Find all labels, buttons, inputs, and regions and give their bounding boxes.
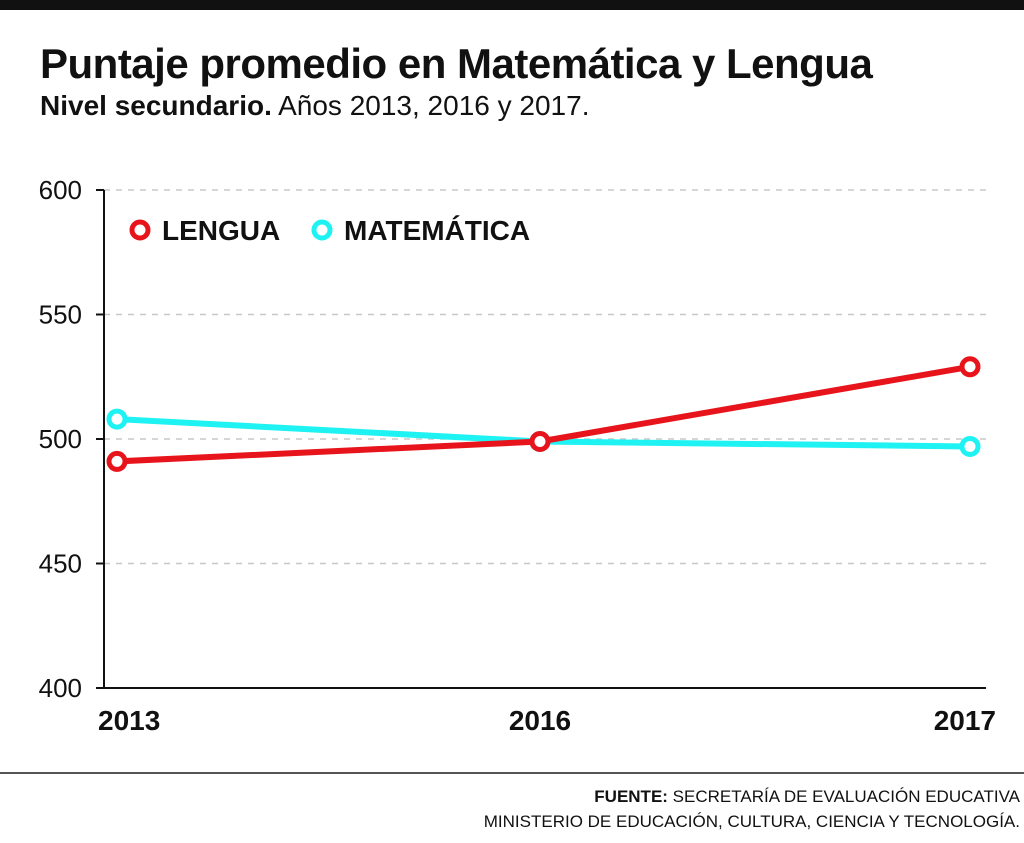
series-lengua — [106, 356, 981, 472]
x-category-label-2016: 2016 — [509, 705, 571, 736]
x-category-label-2013: 2013 — [98, 705, 160, 736]
chart-subtitle: Nivel secundario. Años 2013, 2016 y 2017… — [40, 90, 589, 122]
y-tick-label-500: 500 — [39, 424, 82, 454]
y-tick-label-400: 400 — [39, 673, 82, 703]
data-point-matemtica-2017 — [959, 435, 981, 457]
footer-divider — [0, 772, 1024, 774]
legend-marker-lengua — [129, 219, 151, 241]
legend-item-lengua: LENGUA — [129, 215, 280, 246]
source-line-2: MINISTERIO DE EDUCACIÓN, CULTURA, CIENCI… — [483, 812, 1020, 831]
data-point-matemtica-2013 — [106, 408, 128, 430]
series — [106, 356, 981, 472]
data-point-lengua-2016 — [529, 430, 551, 452]
line-chart: 400 450 500 550 600 2013 2016 2017 LENGUA MATEM… — [39, 175, 996, 736]
gridlines — [104, 189, 986, 565]
y-tick-labels: 400 450 500 550 600 — [39, 175, 82, 703]
x-category-labels: 2013 2016 2017 — [98, 705, 996, 736]
x-category-label-2017: 2017 — [934, 705, 996, 736]
axes — [96, 189, 986, 689]
top-bar — [0, 0, 1024, 10]
legend-marker-matemtica — [311, 219, 333, 241]
data-point-lengua-2013 — [106, 450, 128, 472]
legend: LENGUA MATEMÁTICA — [129, 215, 530, 246]
source-note: FUENTE: SECRETARÍA DE EVALUACIÓN EDUCATI… — [484, 784, 1020, 834]
y-tick-label-450: 450 — [39, 549, 82, 579]
chart-title: Puntaje promedio en Matemática y Lengua — [40, 40, 873, 87]
legend-label-matemtica: MATEMÁTICA — [344, 215, 530, 246]
y-tick-label-550: 550 — [39, 300, 82, 330]
legend-item-matemtica: MATEMÁTICA — [311, 215, 530, 246]
legend-label-lengua: LENGUA — [162, 215, 280, 246]
data-point-lengua-2017 — [959, 356, 981, 378]
source-line-1: SECRETARÍA DE EVALUACIÓN EDUCATIVA — [667, 787, 1020, 806]
y-tick-label-600: 600 — [39, 175, 82, 205]
subtitle-rest: Años 2013, 2016 y 2017. — [271, 90, 590, 121]
source-label: FUENTE: — [594, 787, 668, 806]
subtitle-bold: Nivel secundario. — [40, 90, 272, 121]
